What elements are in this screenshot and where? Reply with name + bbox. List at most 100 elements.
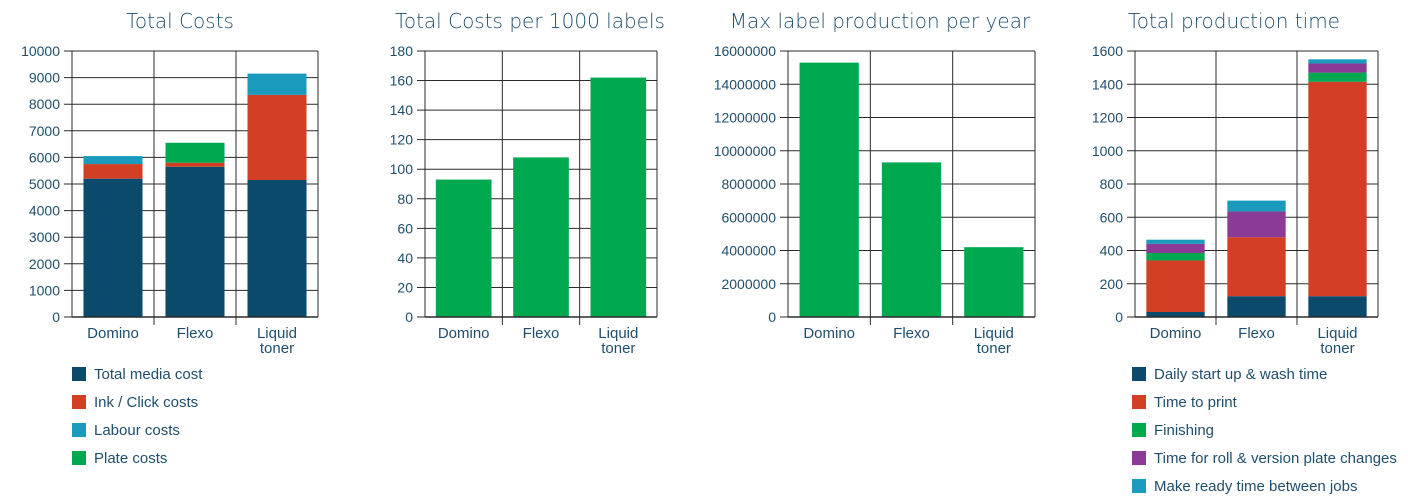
y-tick-label: 120 (390, 132, 414, 148)
y-tick-label: 160 (390, 73, 414, 89)
bar-segment (1308, 59, 1367, 64)
y-tick-label: 10000 (21, 43, 60, 59)
x-category-label: Domino (438, 325, 490, 342)
bar-segment (590, 77, 647, 317)
y-tick-label: 200 (1100, 276, 1124, 292)
legend-label: Labour costs (94, 421, 180, 439)
y-tick-label: 400 (1100, 243, 1124, 259)
x-category-label: toner (977, 340, 1011, 357)
bar-segment (165, 142, 225, 163)
chart-costs-per-1000: Total Costs per 1000 labels 0 20 40 60 80 100… (355, 0, 705, 499)
y-tick-label: 6000000 (721, 209, 776, 225)
bar-segment (1146, 252, 1205, 261)
legend-swatch (72, 395, 86, 409)
chart-total-costs-plot: 0 1000 2000 3000 4000 5000 6000 7000 8000 9000 100… (21, 43, 319, 357)
legend-swatch (72, 367, 86, 381)
legend-swatch (1132, 479, 1146, 493)
x-category-label: Flexo (177, 325, 214, 342)
y-tick-label: 5000 (29, 176, 60, 192)
legend-item: Finishing (1132, 416, 1397, 444)
chart-total-production-time-plot: 0 200 400 600 800 1000 1200 1400 1600 Domino Flexo… (1092, 43, 1379, 357)
x-category-label: Domino (803, 325, 855, 342)
legend-swatch (1132, 423, 1146, 437)
bar-segment (1227, 200, 1286, 212)
bar-segment (1146, 239, 1205, 244)
y-tick-label: 80 (397, 191, 413, 207)
bar-segment (1146, 243, 1205, 253)
bar-segment (1308, 72, 1367, 82)
y-tick-label: 10000000 (714, 143, 777, 159)
y-tick-label: 0 (405, 309, 413, 325)
y-tick-label: 140 (390, 102, 414, 118)
chart-title: Total Costs (126, 9, 234, 33)
x-category-label: Liquid (257, 325, 297, 342)
y-tick-label: 9000 (29, 70, 60, 86)
y-tick-label: 0 (1115, 309, 1123, 325)
bar-segment (247, 94, 307, 181)
y-tick-label: 600 (1100, 209, 1124, 225)
bar-segment (1227, 237, 1286, 297)
x-category-label: toner (1320, 340, 1354, 357)
y-tick-label: 4000000 (721, 243, 776, 259)
chart-title: Max label production per year (729, 9, 1031, 33)
y-tick-label: 180 (390, 43, 414, 59)
y-tick-label: 8000000 (721, 176, 776, 192)
y-tick-label: 12000000 (714, 110, 777, 126)
y-tick-label: 7000 (29, 123, 60, 139)
x-category-label: Liquid (974, 325, 1014, 342)
y-tick-label: 14000000 (714, 76, 777, 92)
bar-segment (247, 180, 307, 317)
x-category-label: Domino (87, 325, 139, 342)
x-category-label: toner (260, 340, 294, 357)
bar-segment (1308, 81, 1367, 297)
legend-label: Plate costs (94, 449, 168, 467)
y-tick-label: 1600 (1092, 43, 1123, 59)
bar-segment (165, 166, 225, 317)
chart-costs-per-1000-plot: 0 20 40 60 80 100 120 140 160 180 Domino Flexo Liqui… (390, 43, 658, 357)
legend-item: Daily start up & wash time (1132, 360, 1397, 388)
y-tick-label: 2000 (29, 256, 60, 272)
x-category-label: toner (601, 340, 635, 357)
y-tick-label: 20 (397, 279, 413, 295)
bar-segment (83, 164, 143, 179)
legend-item: Make ready time between jobs (1132, 472, 1397, 500)
y-tick-label: 8000 (29, 96, 60, 112)
chart-max-label-production-plot: 0 2000000 4000000 6000000 8000000 10000000 120… (714, 43, 1036, 357)
x-category-label: Flexo (523, 325, 560, 342)
legend-label: Finishing (1154, 421, 1215, 439)
legend-swatch (72, 423, 86, 437)
legend-item: Plate costs (72, 444, 202, 472)
bar-segment (1227, 296, 1286, 317)
bar-segment (513, 157, 569, 317)
chart-total-production-time: Total production time 0 200 400 600 800 1000 1… (1060, 0, 1408, 499)
legend-label: Total media cost (94, 365, 203, 383)
y-tick-label: 2000000 (721, 276, 776, 292)
x-category-label: Domino (1150, 325, 1202, 342)
chart-title: Total Costs per 1000 labels (395, 9, 665, 33)
legend-item: Labour costs (72, 416, 202, 444)
y-tick-label: 1000 (29, 282, 60, 298)
legend-label: Make ready time between jobs (1154, 477, 1358, 495)
y-tick-label: 60 (397, 220, 413, 236)
bar-segment (83, 178, 143, 317)
legend-item: Time for roll & version plate changes (1132, 444, 1397, 472)
chart-total-costs: Total Costs 0 1000 2000 3000 4000 5000 6000 700… (0, 0, 360, 499)
bar-segment (165, 162, 225, 167)
legend-item: Time to print (1132, 388, 1397, 416)
legend-swatch (1132, 451, 1146, 465)
y-tick-label: 6000 (29, 149, 60, 165)
bar-segment (1146, 312, 1205, 317)
y-tick-label: 100 (390, 161, 414, 177)
bar-segment (1227, 211, 1286, 238)
x-category-label: Flexo (893, 325, 930, 342)
x-category-label: Flexo (1238, 325, 1275, 342)
legend-item: Total media cost (72, 360, 202, 388)
y-tick-label: 40 (397, 250, 413, 266)
x-category-label: Liquid (598, 325, 638, 342)
y-tick-label: 1000 (1092, 143, 1123, 159)
legend-label: Ink / Click costs (94, 393, 199, 411)
y-tick-label: 0 (52, 309, 60, 325)
y-tick-label: 1200 (1092, 110, 1123, 126)
x-category-label: Liquid (1317, 325, 1357, 342)
y-tick-label: 800 (1100, 176, 1124, 192)
